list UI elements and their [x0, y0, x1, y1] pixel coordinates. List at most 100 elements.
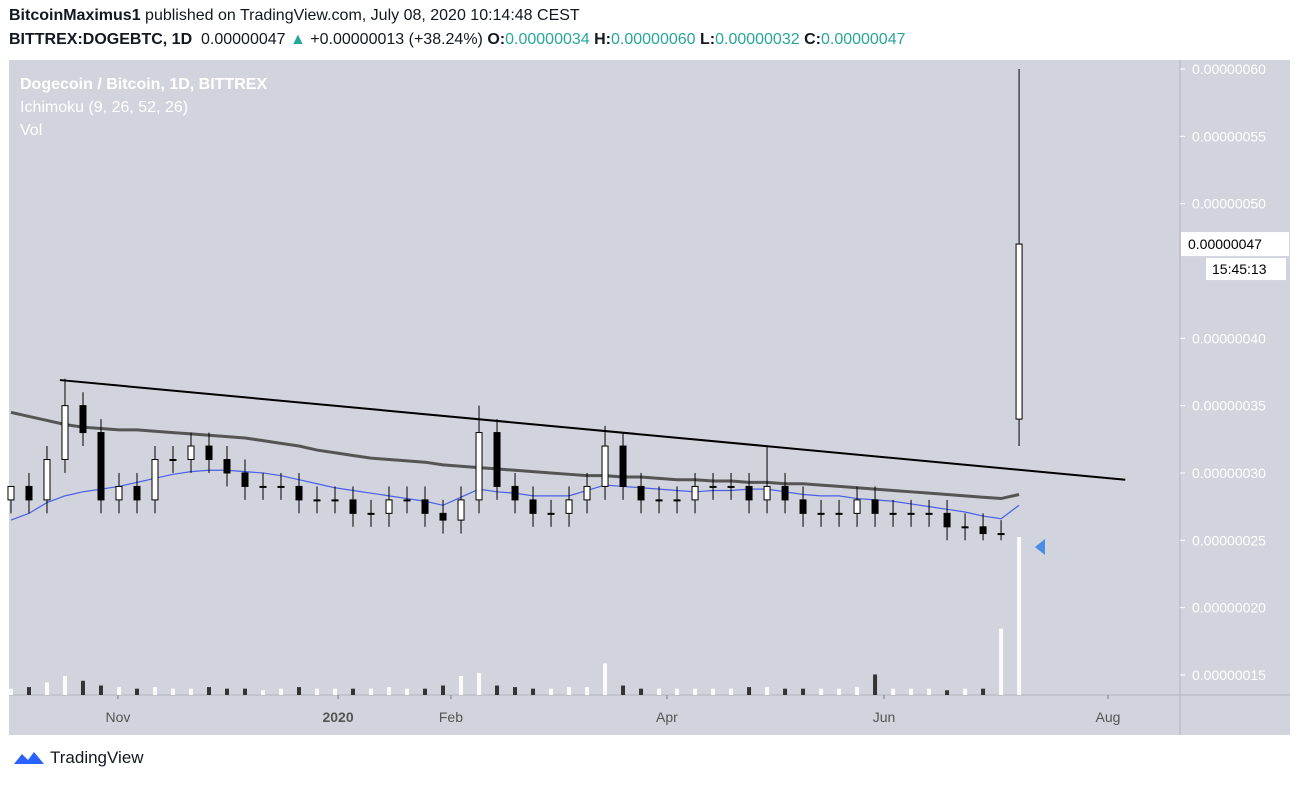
candle-body	[997, 533, 1005, 536]
candle-body	[745, 485, 753, 501]
candle-body	[835, 512, 843, 515]
candle-body	[709, 485, 717, 488]
candle-body	[871, 499, 879, 514]
x-tick-label: Apr	[656, 709, 678, 725]
volume-bar	[801, 688, 806, 695]
h: 0.00000060	[611, 31, 696, 48]
volume-bar	[188, 688, 193, 695]
volume-bar	[747, 687, 752, 695]
candle-body	[349, 499, 357, 514]
last-price-box	[1181, 232, 1289, 257]
volume-bar	[1017, 537, 1022, 695]
legend-indicator[interactable]: Ichimoku (9, 26, 52, 26)	[20, 99, 188, 116]
volume-bar	[999, 628, 1004, 695]
c: 0.00000047	[820, 31, 906, 48]
h-label: H:	[594, 31, 611, 48]
y-tick-label: 0.00000040	[1192, 330, 1266, 346]
candle-body	[601, 445, 609, 487]
volume-bar	[170, 688, 175, 695]
volume-bar	[585, 687, 590, 695]
x-tick-label: Aug	[1096, 709, 1121, 725]
volume-bar	[549, 688, 554, 695]
volume-bar	[26, 687, 31, 695]
x-tick-label: Jun	[873, 709, 896, 725]
candle-body	[529, 499, 537, 514]
legend-main: Dogecoin / Bitcoin, 1D, BITTREX	[20, 76, 267, 93]
l-label: L:	[699, 31, 716, 48]
candle-body	[727, 485, 735, 488]
volume-bar	[495, 685, 500, 695]
countdown-box	[1206, 258, 1286, 281]
volume-bar	[152, 687, 157, 695]
volume-bar	[387, 687, 392, 695]
arrow: ▲	[290, 31, 306, 48]
last-price-label: 0.00000047	[1188, 236, 1262, 252]
candle-body	[907, 512, 915, 515]
candle-body	[367, 512, 375, 515]
logo	[14, 752, 44, 764]
candle-body	[565, 499, 573, 514]
brand[interactable]: TradingView	[50, 748, 144, 767]
l: 0.00000032	[715, 31, 800, 48]
candle-body	[187, 445, 195, 461]
volume-bar	[351, 688, 356, 695]
candle-body	[151, 459, 159, 501]
volume-bar	[261, 690, 266, 695]
x-tick-label: 2020	[322, 709, 353, 725]
volume-bar	[315, 688, 320, 695]
candle-body	[259, 485, 267, 488]
volume-bar	[837, 688, 842, 695]
volume-bar	[405, 688, 410, 695]
candle-body	[79, 405, 87, 434]
candle-body	[1015, 243, 1023, 420]
volume-bar	[819, 688, 824, 695]
candle-body	[385, 499, 393, 514]
volume-bar	[224, 688, 229, 695]
x-tick-label: Feb	[439, 709, 463, 725]
legend-volume[interactable]: Vol	[20, 122, 42, 139]
chart-bg	[9, 60, 1290, 735]
candle-body	[457, 499, 465, 521]
candle-body	[799, 499, 807, 514]
trendline	[59, 379, 1126, 481]
symbol: BITTREX:DOGEBTC, 1D	[9, 31, 193, 48]
volume-bar	[531, 688, 536, 695]
candle-body	[223, 459, 231, 474]
candle-body	[277, 485, 285, 488]
volume-bar	[603, 663, 608, 695]
o-label: O:	[487, 31, 506, 48]
volume-bar	[116, 687, 121, 695]
candle-body	[313, 499, 321, 502]
candle-body	[7, 485, 15, 501]
candle-body	[781, 485, 789, 501]
candle-body	[691, 485, 699, 501]
publish-line: BitcoinMaximus1 published on TradingView…	[9, 7, 580, 25]
last: 0.00000047	[201, 31, 286, 48]
volume-bar	[333, 688, 338, 695]
candle-body	[115, 485, 123, 501]
y-tick-label: 0.00000015	[1192, 667, 1266, 683]
candle-body	[475, 432, 483, 501]
candle-body	[295, 485, 303, 501]
volume-bar	[711, 688, 716, 695]
volume-bar	[981, 688, 986, 695]
ohlc-line: BITTREX:DOGEBTC, 1D 0.00000047 ▲ +0.0000…	[9, 31, 906, 49]
author[interactable]: BitcoinMaximus1	[9, 7, 141, 24]
volume-bar	[423, 688, 428, 695]
y-tick-label: 0.00000050	[1192, 196, 1266, 212]
volume-bar	[62, 676, 67, 695]
volume-bar	[477, 672, 482, 695]
volume-bar	[243, 688, 248, 695]
volume-bar	[206, 687, 211, 695]
volume-bar	[279, 688, 284, 695]
volume-bar	[873, 674, 878, 695]
c-label: C:	[804, 31, 821, 48]
volume-bar	[513, 687, 518, 695]
candle-body	[493, 432, 501, 487]
candle-body	[655, 499, 663, 502]
published: published on TradingView.com, July 08, 2…	[140, 7, 580, 24]
candle-body	[133, 485, 141, 501]
y-tick-label: 0.00000030	[1192, 465, 1266, 481]
volume-bar	[729, 688, 734, 695]
